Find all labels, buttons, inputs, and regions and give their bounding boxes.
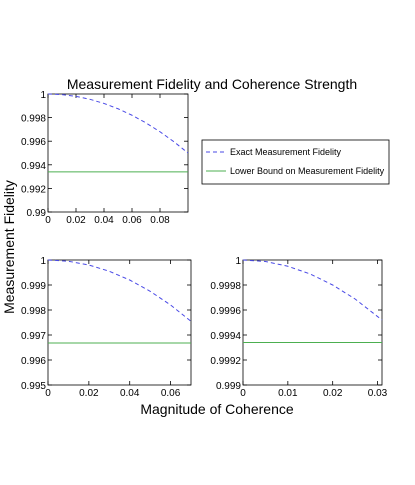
plot-3-ytick-label: 0.9998 bbox=[210, 281, 241, 292]
plot-3-ytick-label: 0.999 bbox=[216, 381, 241, 392]
plot-1-ytick-label: 1 bbox=[40, 90, 46, 101]
plot-panel-1: 0 0.02 0.04 0.06 0.08 0.99 0.992 0.994 0.996 0.99… bbox=[21, 90, 189, 226]
figure-xlabel: Magnitude of Coherence bbox=[140, 401, 294, 417]
plot-1-ytick-label: 0.992 bbox=[21, 184, 46, 195]
plot-3-ytick-label: 0.9996 bbox=[210, 306, 241, 317]
plot-1-xtick-label: 0 bbox=[45, 215, 51, 226]
plot-2-xtick-label: 0.02 bbox=[79, 388, 99, 399]
plot-3-xtick-label: 0.03 bbox=[368, 388, 388, 399]
plot-2-ytick-label: 0.995 bbox=[21, 381, 46, 392]
plot-1-exact-fidelity-line bbox=[47, 93, 189, 154]
plot-1-xtick-label: 0.08 bbox=[150, 215, 170, 226]
legend-bound-label: Lower Bound on Measurement Fidelity bbox=[230, 166, 385, 176]
plot-3-ytick-label: 0.9994 bbox=[210, 331, 241, 342]
plot-3-ytick-label: 1 bbox=[235, 256, 241, 267]
plot-2-exact-fidelity-line bbox=[47, 259, 192, 322]
plot-2-ytick-label: 0.998 bbox=[21, 306, 46, 317]
plot-2-ytick-label: 0.997 bbox=[21, 331, 46, 342]
plot-2-xtick-label: 0 bbox=[45, 388, 51, 399]
figure-ylabel: Measurement Fidelity bbox=[1, 180, 17, 314]
plot-1-xtick-label: 0.02 bbox=[66, 215, 86, 226]
plot-3-frame bbox=[242, 259, 383, 386]
plot-2-frame bbox=[47, 259, 192, 386]
plot-3-xtick-label: 0.01 bbox=[278, 388, 298, 399]
plot-panel-3: 0 0.01 0.02 0.03 0.999 0.9992 0.9994 0.9996 0.99… bbox=[210, 256, 387, 399]
plots: 0 0.02 0.04 0.06 0.08 0.99 0.992 0.994 0.996 0.99… bbox=[21, 90, 388, 399]
figure-title: Measurement Fidelity and Coherence Stren… bbox=[67, 76, 357, 92]
plot-2-xtick-label: 0.06 bbox=[161, 388, 181, 399]
plot-2-xtick-label: 0.04 bbox=[120, 388, 140, 399]
legend-exact-label: Exact Measurement Fidelity bbox=[230, 147, 342, 157]
plot-1-xtick-label: 0.06 bbox=[122, 215, 142, 226]
plot-3-exact-fidelity-line bbox=[242, 259, 383, 321]
plot-1-frame bbox=[47, 93, 189, 213]
legend: Exact Measurement Fidelity Lower Bound o… bbox=[201, 139, 390, 185]
plot-3-xtick-label: 0 bbox=[240, 388, 246, 399]
plot-2-ytick-label: 0.999 bbox=[21, 281, 46, 292]
legend-box bbox=[201, 139, 390, 185]
plot-1-ytick-label: 0.994 bbox=[21, 161, 46, 172]
plot-3-xtick-label: 0.02 bbox=[323, 388, 343, 399]
plot-3-ytick-label: 0.9992 bbox=[210, 356, 241, 367]
plot-1-ytick-label: 0.998 bbox=[21, 114, 46, 125]
plot-1-ytick-label: 0.99 bbox=[27, 208, 47, 219]
plot-2-ytick-label: 1 bbox=[40, 256, 46, 267]
plot-2-ytick-label: 0.996 bbox=[21, 356, 46, 367]
plot-1-xtick-label: 0.04 bbox=[94, 215, 114, 226]
plot-panel-2: 0 0.02 0.04 0.06 0.995 0.996 0.997 0.998 0.999 1 bbox=[21, 256, 192, 399]
plot-1-ytick-label: 0.996 bbox=[21, 137, 46, 148]
